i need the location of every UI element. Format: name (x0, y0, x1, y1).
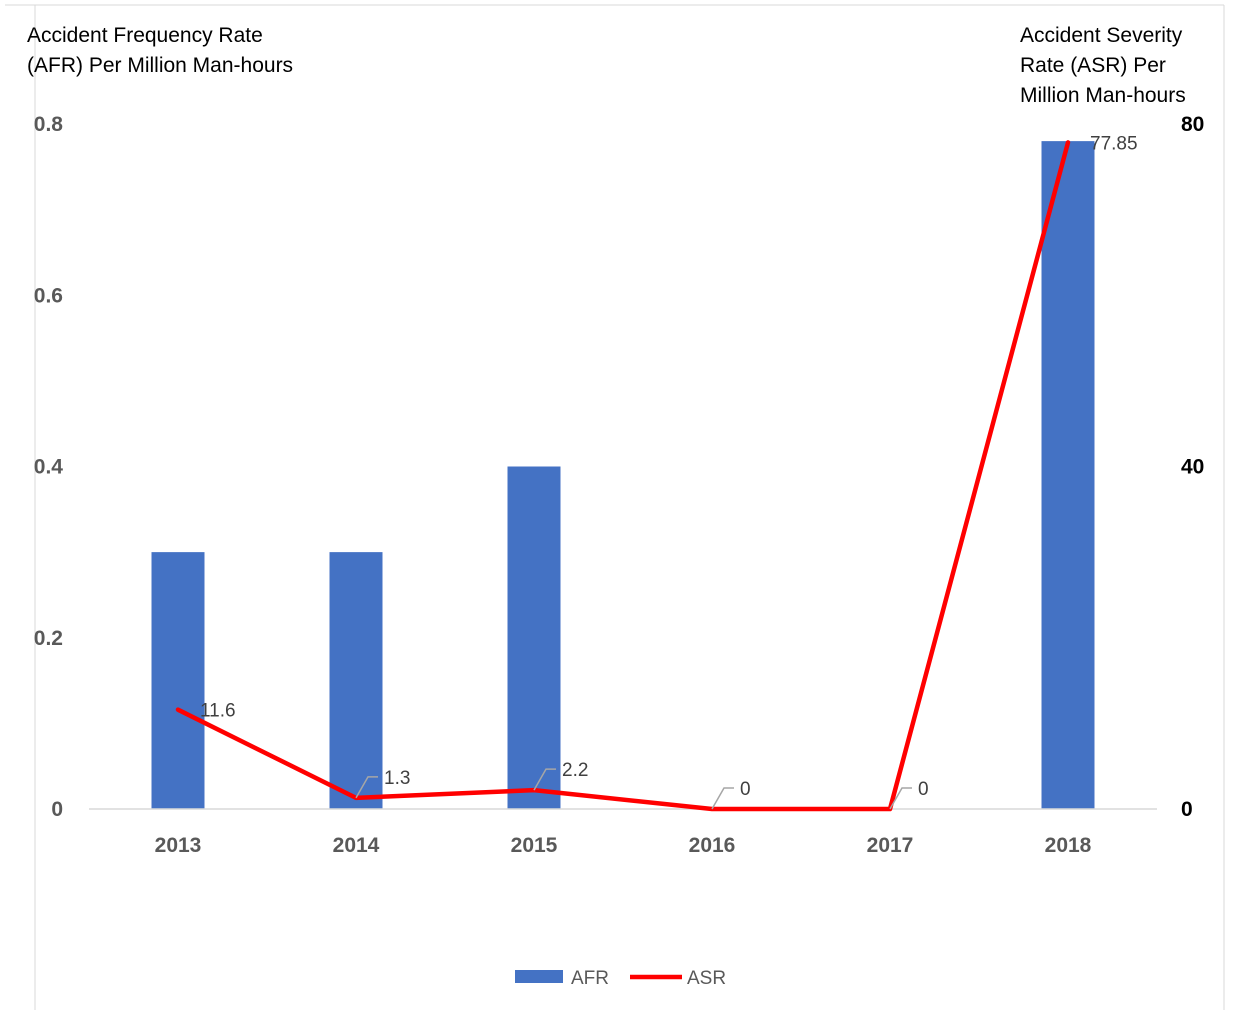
data-label-leader (533, 768, 556, 791)
y-axis-left-title-line: (AFR) Per Million Man-hours (27, 54, 293, 77)
data-label-asr: 11.6 (200, 701, 236, 722)
y-axis-left-title-line: Accident Frequency Rate (27, 24, 263, 47)
data-label-leader (355, 776, 378, 799)
bar-afr (507, 466, 561, 809)
y-tick-left: 0.8 (34, 113, 64, 136)
line-asr (175, 140, 1071, 812)
y-tick-right: 40 (1181, 456, 1204, 479)
point-asr (176, 708, 180, 712)
data-label-asr: 0 (740, 779, 751, 800)
data-label-leader (711, 787, 734, 810)
x-tick-label: 2013 (155, 834, 202, 857)
x-tick-label: 2014 (333, 834, 380, 857)
y-axis-right-title-line: Rate (ASR) Per (1020, 54, 1166, 77)
data-label-asr: 0 (918, 779, 929, 800)
y-tick-left: 0.4 (34, 456, 64, 479)
bar-afr (151, 552, 205, 809)
bar-afr (329, 552, 383, 809)
y-tick-left: 0.2 (34, 627, 63, 650)
y-tick-right: 80 (1181, 113, 1204, 136)
data-label-asr: 2.2 (562, 760, 588, 781)
data-label-leader (889, 787, 912, 810)
x-tick-label: 2015 (511, 834, 558, 857)
y-tick-left: 0 (51, 798, 63, 821)
legend-label-asr: ASR (687, 968, 726, 989)
legend-swatch-afr (515, 970, 563, 983)
data-label-asr: 1.3 (384, 768, 410, 789)
x-tick-label: 2016 (689, 834, 736, 857)
x-tick-label: 2018 (1045, 834, 1092, 857)
point-asr (1066, 140, 1070, 144)
y-tick-right: 0 (1181, 798, 1193, 821)
legend-label-afr: AFR (571, 968, 609, 989)
bar-afr (1041, 141, 1095, 809)
y-axis-right-title-line: Accident Severity (1020, 24, 1183, 47)
y-tick-left: 0.6 (34, 284, 63, 307)
x-tick-label: 2017 (867, 834, 914, 857)
y-axis-right-title-line: Million Man-hours (1020, 84, 1186, 107)
data-label-asr: 77.85 (1090, 133, 1138, 154)
